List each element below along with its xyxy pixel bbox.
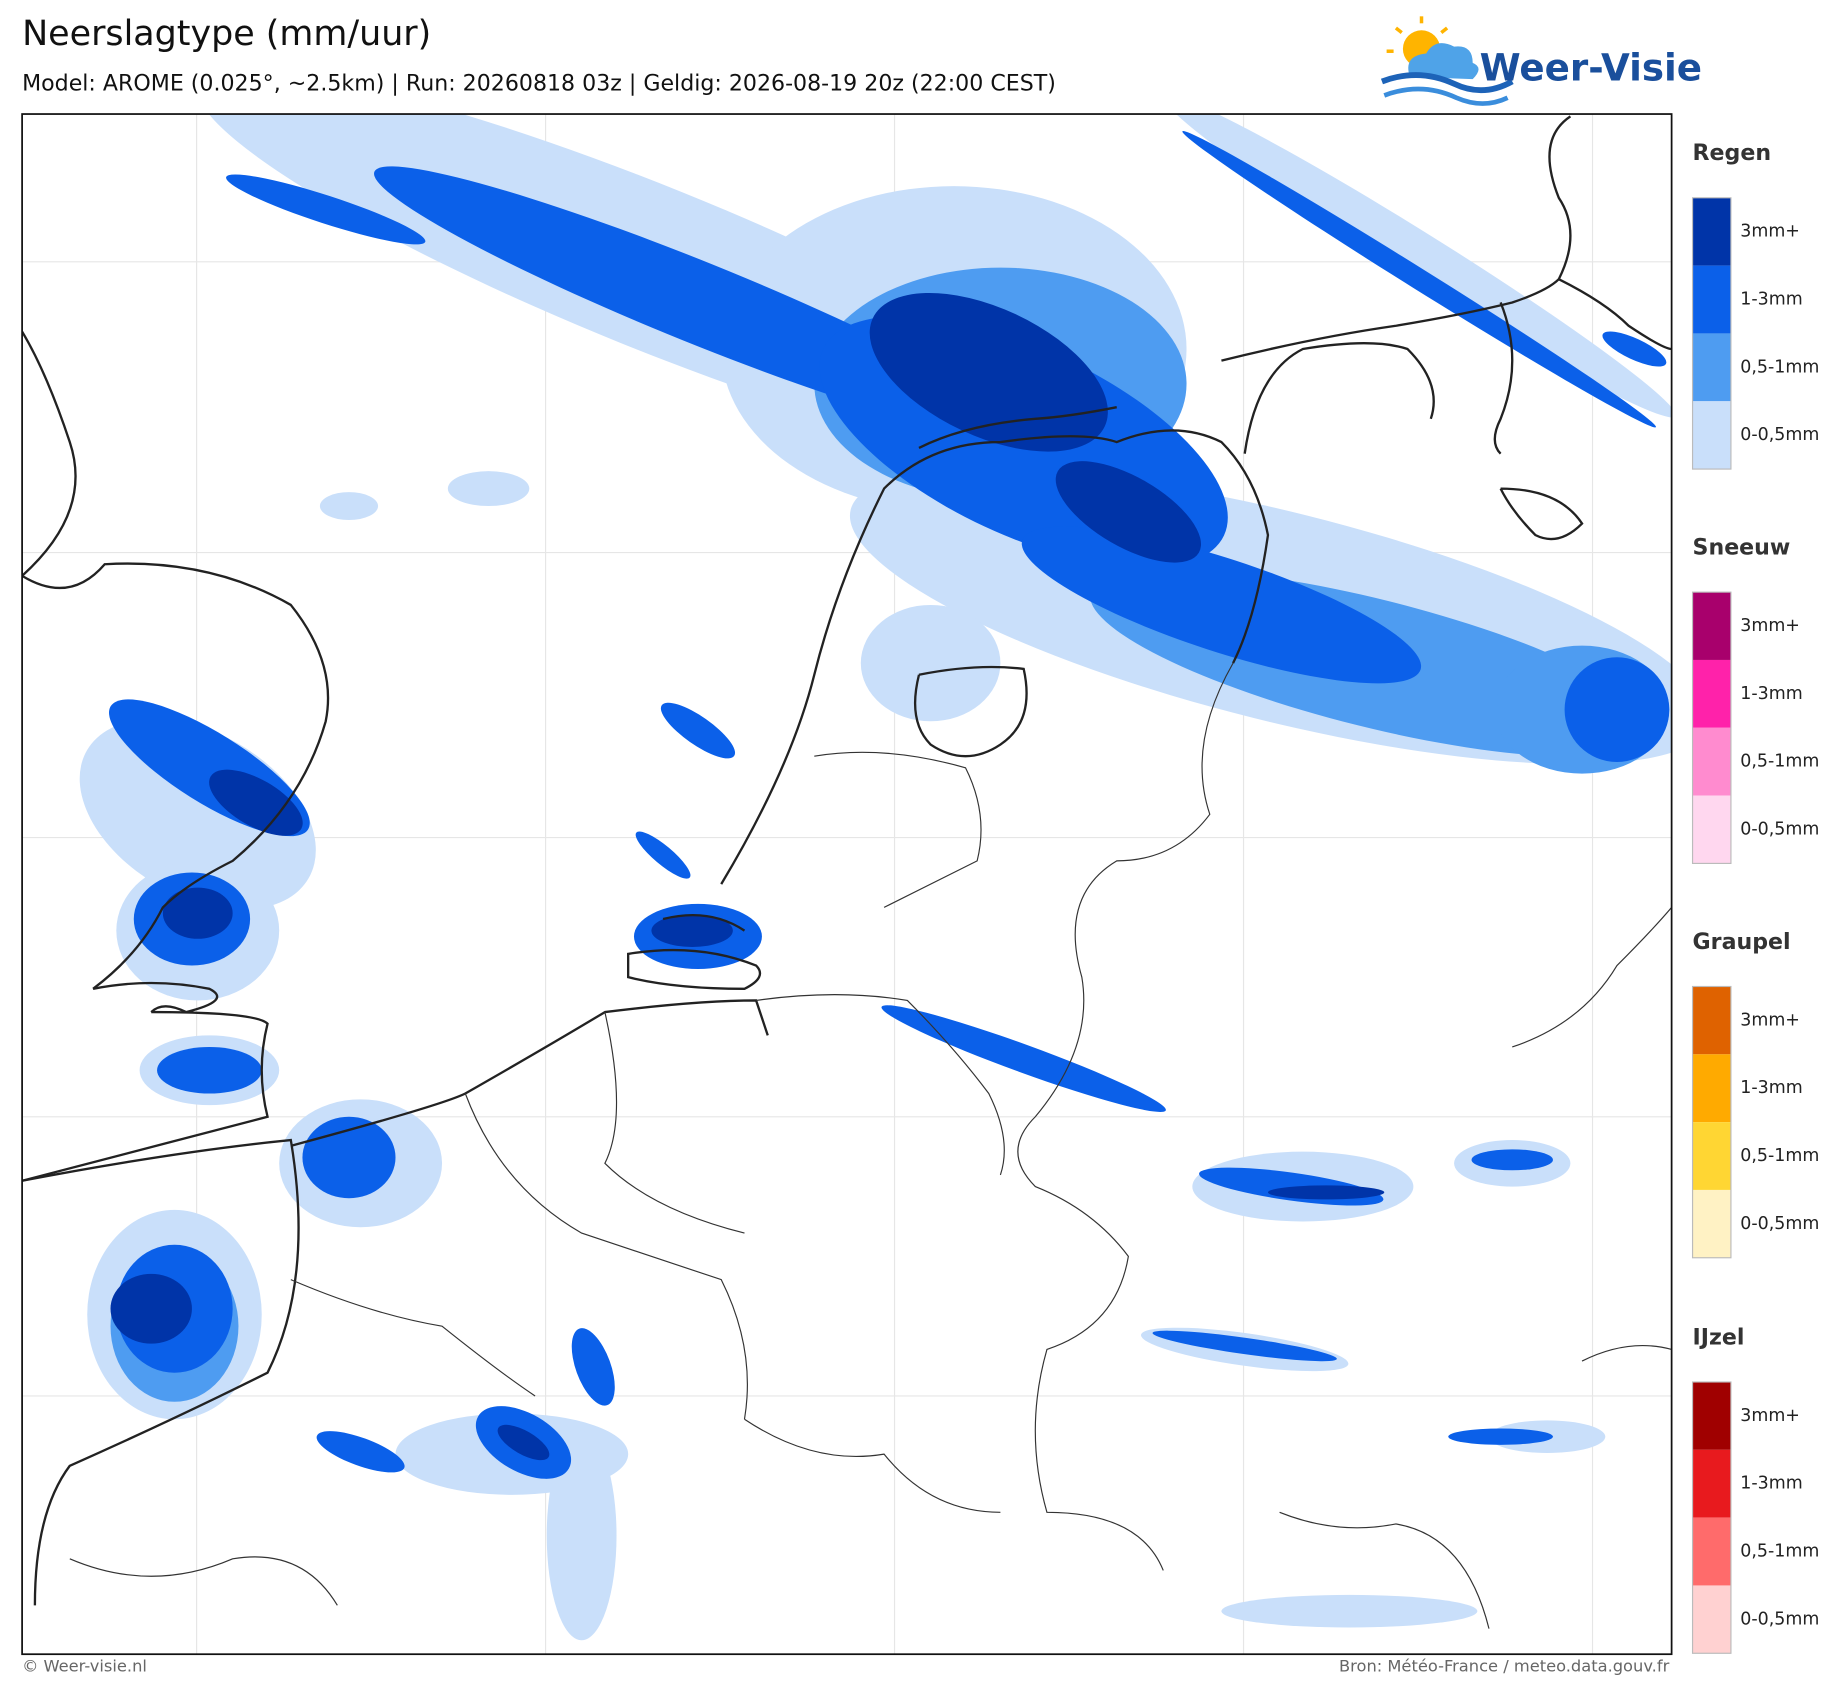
- subtitle: Model: AROME (0.025°, ~2.5km) | Run: 202…: [22, 70, 1056, 96]
- legend-swatch: [1692, 659, 1731, 728]
- legend-label: 0-0,5mm: [1740, 1609, 1819, 1629]
- legend-label: 1-3mm: [1740, 684, 1802, 704]
- legend-swatch: [1692, 795, 1731, 864]
- legend-label: 1-3mm: [1740, 290, 1802, 310]
- footer-right: Bron: Météo-France / meteo.data.gouv.fr: [1339, 1657, 1670, 1676]
- legend-group-title: Sneeuw: [1693, 534, 1791, 560]
- legend-label: 3mm+: [1740, 222, 1800, 242]
- map-frame: [21, 113, 1673, 1656]
- legend-swatch-frame: [1691, 591, 1732, 864]
- legend-group-title: IJzel: [1693, 1324, 1745, 1350]
- legend-label: 0-0,5mm: [1740, 1214, 1819, 1234]
- legend-label: 0-0,5mm: [1740, 425, 1819, 445]
- legend-swatch: [1692, 1189, 1731, 1258]
- precipitation: [79, 114, 1672, 1641]
- legend-swatch-frame: [1691, 197, 1732, 470]
- legend-swatch: [1692, 1054, 1731, 1123]
- legend-label: 0,5-1mm: [1740, 357, 1819, 377]
- legend-label: 1-3mm: [1740, 1474, 1802, 1494]
- logo-icon: [1380, 16, 1514, 106]
- map: [22, 114, 1672, 1655]
- legend-swatch-frame: [1691, 985, 1732, 1259]
- legend-group-title: Regen: [1693, 140, 1772, 166]
- legend-group-title: Graupel: [1693, 929, 1791, 955]
- legend-swatch: [1692, 401, 1731, 470]
- legend-label: 3mm+: [1740, 1406, 1800, 1426]
- legend-swatch: [1692, 986, 1731, 1055]
- legend-label: 3mm+: [1740, 1010, 1800, 1030]
- legend-label: 0,5-1mm: [1740, 752, 1819, 772]
- legend-swatch: [1692, 333, 1731, 402]
- title: Neerslagtype (mm/uur): [22, 14, 431, 54]
- footer-left: © Weer-visie.nl: [22, 1657, 147, 1676]
- legend-swatch: [1692, 1585, 1731, 1654]
- logo: Weer-Visie: [1380, 16, 1702, 106]
- legend-swatch: [1692, 197, 1731, 266]
- borders: [69, 662, 1672, 1629]
- legend-swatch: [1692, 1122, 1731, 1190]
- legend-swatch: [1692, 1517, 1731, 1586]
- logo-text: Weer-Visie: [1480, 45, 1702, 89]
- legend-label: 0-0,5mm: [1740, 820, 1819, 840]
- legend-swatch: [1692, 1382, 1731, 1450]
- legend: Regen 3mm+ 1-3mm 0,5-1mm 0-0,5mm Sneeuw 3mm+ 1-…: [1691, 140, 1819, 1654]
- legend-swatch: [1692, 1449, 1731, 1518]
- legend-swatch: [1692, 265, 1731, 334]
- coastlines: [22, 115, 1672, 1606]
- legend-swatch-frame: [1691, 1381, 1732, 1654]
- legend-label: 0,5-1mm: [1740, 1146, 1819, 1166]
- legend-label: 0,5-1mm: [1740, 1542, 1819, 1562]
- legend-label: 3mm+: [1740, 616, 1800, 636]
- legend-label: 1-3mm: [1740, 1078, 1802, 1098]
- legend-swatch: [1692, 727, 1731, 796]
- legend-swatch: [1692, 592, 1731, 660]
